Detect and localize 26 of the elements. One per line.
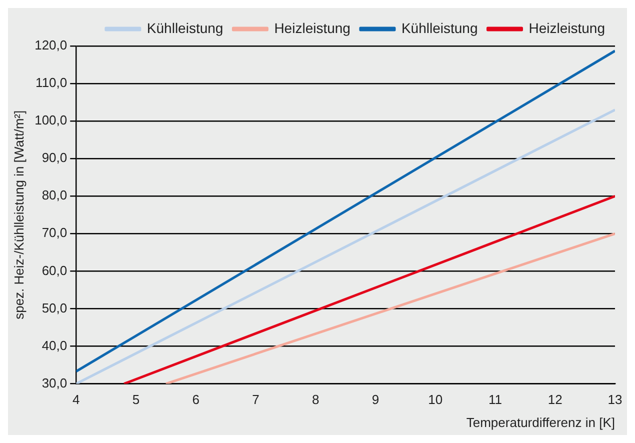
x-tick-label: 5 — [132, 392, 140, 408]
x-tick-label: 12 — [548, 392, 562, 408]
x-tick-label: 8 — [312, 392, 320, 408]
y-axis-title: spez. Heiz-/Kühlleistung in [Watt/m²] — [11, 110, 26, 320]
y-tick-label: 90,0 — [42, 150, 68, 166]
y-tick-label: 60,0 — [42, 262, 68, 278]
y-tick-label: 120,0 — [34, 38, 68, 53]
y-tick-label: 80,0 — [42, 188, 68, 203]
y-tick-label: 110,0 — [36, 75, 68, 90]
x-tick-label: 7 — [252, 392, 260, 408]
x-tick-label: 10 — [428, 392, 443, 408]
y-tick-label: 30,0 — [42, 375, 68, 390]
x-tick-label: 11 — [488, 392, 502, 408]
x-tick-label: 4 — [72, 392, 80, 408]
y-tick-label: 50,0 — [42, 300, 68, 316]
legend-label: Heizleistung — [274, 20, 350, 36]
legend-label: Kühlleistung — [146, 20, 224, 36]
x-tick-label: 6 — [192, 392, 200, 408]
x-tick-label: 13 — [608, 392, 622, 408]
y-tick-label: 70,0 — [42, 225, 68, 240]
x-tick-label: 9 — [372, 392, 380, 408]
y-tick-label: 100,0 — [34, 112, 68, 128]
legend-label: Kühlleistung — [401, 20, 478, 36]
x-axis-title: Temperaturdifferenz in [K] — [466, 414, 615, 430]
y-tick-label: 40,0 — [42, 338, 68, 353]
legend-label: Heizleistung — [528, 20, 606, 36]
